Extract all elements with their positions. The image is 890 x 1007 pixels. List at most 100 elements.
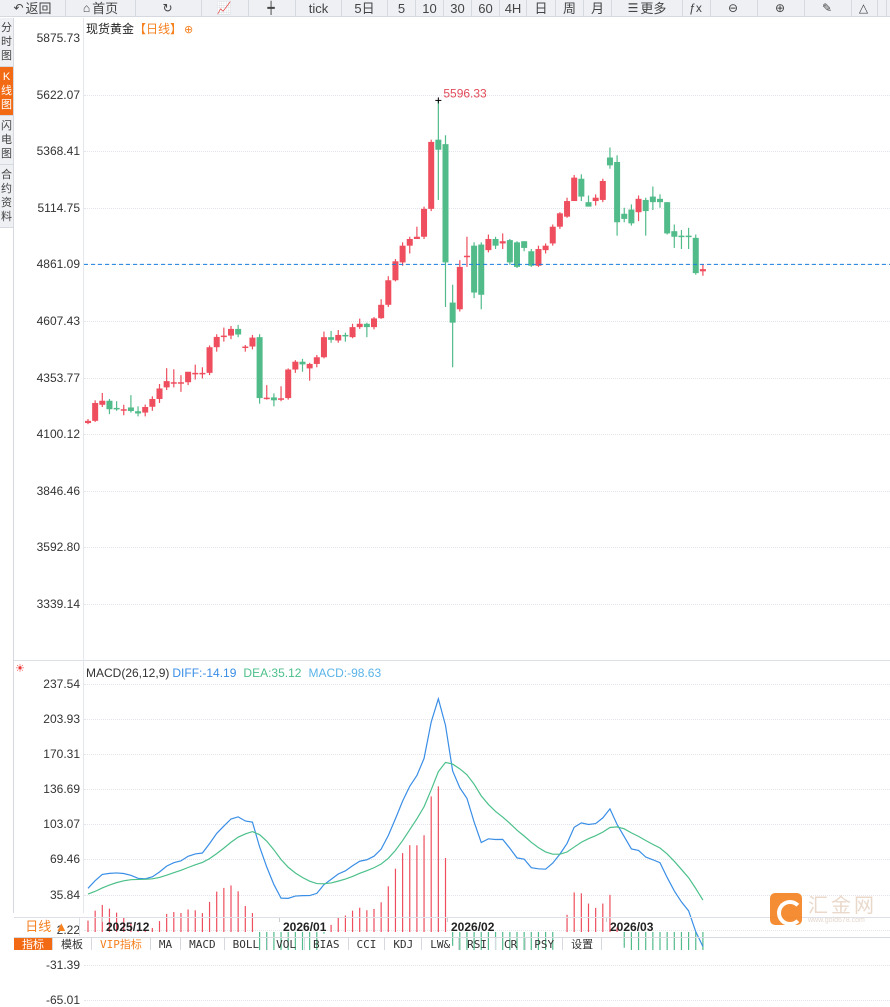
y-axis-line	[83, 18, 84, 913]
macd-gridline	[84, 964, 890, 966]
menu-icon: ☰	[627, 1, 639, 15]
indicator-tab-3[interactable]: MA	[151, 938, 182, 951]
macd-axis-label: 69.46	[49, 852, 80, 867]
indicator-settings-icon[interactable]: ☀	[15, 663, 25, 675]
period-label: 【日线】	[134, 22, 183, 36]
toolbar-button-item-13[interactable]: 周	[556, 0, 584, 17]
back-arrow-icon: ↶	[13, 1, 24, 15]
macd-header: MACD(26,12,9) DIFF:-14.19 DEA:35.12 MACD:-9…	[86, 666, 381, 680]
instrument-name: 现货黄金	[86, 22, 135, 36]
indicator-tab-7[interactable]: BIAS	[305, 938, 349, 951]
add-indicator-icon[interactable]: ⊕	[184, 24, 194, 36]
svg-text:5596.33: 5596.33	[443, 86, 487, 100]
price-axis-label: 3592.80	[36, 540, 80, 555]
toolbar-button-item-0[interactable]: ↶ 返回	[0, 0, 66, 17]
toolbar-button-item-10[interactable]: 60	[472, 0, 500, 17]
toolbar-button-item-1[interactable]: ⌂ 首页	[66, 0, 136, 17]
price-axis-label: 4607.43	[36, 314, 80, 328]
toolbar-label: 5日	[354, 1, 375, 16]
zoom-out-icon: ⊖	[727, 1, 739, 15]
x-axis-tick	[447, 918, 448, 922]
toolbar-button-candlestick[interactable]: ┿	[249, 0, 296, 17]
toolbar-button-item-12[interactable]: 日	[527, 0, 556, 17]
indicator-tab-11[interactable]: RSI	[459, 938, 496, 951]
toolbar-button-item-9[interactable]: 30	[444, 0, 472, 17]
pane-separator[interactable]	[14, 660, 890, 661]
indicator-tab-14[interactable]: 设置	[563, 938, 603, 951]
side-tab-0[interactable]: 分时图	[0, 18, 13, 67]
macd-axis-label: 136.69	[43, 782, 80, 797]
macd-hist-value: MACD:-98.63	[308, 666, 382, 680]
toolbar-button-pen[interactable]: ✎	[805, 0, 852, 17]
indicator-tab-0[interactable]: 指标	[14, 938, 53, 951]
macd-axis-label: -31.39	[45, 957, 80, 972]
left-border	[13, 18, 14, 913]
triangle-icon: △	[858, 1, 869, 15]
macd-axis-label: -65.01	[45, 992, 80, 1007]
toolbar-button-item-14[interactable]: 月	[584, 0, 612, 17]
x-axis-label: 2025/12	[106, 920, 150, 934]
indicator-bar: 指标 模板 VIP指标 MA MACD BOLL VOL BIAS CCI KDJ LW& RSI CR…	[14, 937, 890, 951]
indicator-tab-13[interactable]: PSY	[526, 938, 564, 951]
side-tab-2[interactable]: 闪电图	[0, 116, 13, 165]
macd-axis-label: 2.22	[56, 922, 80, 937]
toolbar-button-item-5[interactable]: tick	[296, 0, 342, 17]
toolbar-button-more[interactable]	[878, 0, 887, 17]
toolbar-button-item-6[interactable]: 5日	[342, 0, 388, 17]
price-axis-label: 5368.41	[36, 144, 80, 159]
toolbar-label: 10	[422, 1, 437, 16]
chart-title: 现货黄金【日线】 ⊕	[86, 20, 193, 37]
toolbar-button-item-7[interactable]: 5	[388, 0, 416, 17]
period-selector-button[interactable]: 日线 ▲	[14, 918, 80, 936]
toolbar-label: 月	[590, 1, 604, 16]
macd-axis-label: 35.84	[49, 887, 80, 902]
toolbar-button-item-8[interactable]: 10	[416, 0, 444, 17]
toolbar-button-item-15[interactable]: ☰ 更多	[612, 0, 683, 17]
indicator-tab-5[interactable]: BOLL	[225, 938, 269, 951]
x-axis-label: 2026/03	[610, 920, 654, 934]
macd-gridline	[84, 754, 890, 756]
price-gridline	[84, 94, 890, 96]
indicator-tab-4[interactable]: MACD	[181, 938, 225, 951]
macd-gridline	[84, 929, 890, 931]
price-gridline	[84, 434, 890, 436]
indicator-tab-10[interactable]: LW&	[422, 938, 460, 951]
toolbar-button-item-11[interactable]: 4H	[500, 0, 527, 17]
toolbar-button-refresh[interactable]: ↻	[136, 0, 202, 17]
toolbar-button-zoom-out[interactable]: ⊖	[711, 0, 758, 17]
indicator-tab-1[interactable]: 模板	[53, 938, 92, 951]
macd-name: MACD(26,12,9)	[86, 666, 170, 680]
chart-canvas[interactable]: 5596.33	[0, 0, 890, 950]
indicator-tab-12[interactable]: CR	[496, 938, 527, 951]
price-gridline	[84, 207, 890, 209]
toolbar-button-line-chart[interactable]: 📈	[202, 0, 249, 17]
pen-icon: ✎	[821, 1, 833, 15]
toolbar-label: 60	[478, 1, 493, 16]
price-gridline	[84, 547, 890, 549]
indicator-tab-2[interactable]: VIP指标	[92, 938, 151, 951]
price-axis-label: 5875.73	[36, 31, 80, 45]
macd-gridline	[84, 719, 890, 721]
macd-gridline	[84, 999, 890, 1001]
indicator-tab-6[interactable]: VOL	[268, 938, 305, 951]
line-chart-icon: 📈	[216, 1, 232, 15]
side-tab-3[interactable]: 合约资料	[0, 165, 13, 228]
toolbar-button-formula[interactable]: ƒx	[683, 0, 711, 17]
indicator-tab-8[interactable]: CCI	[349, 938, 386, 951]
toolbar-label: 更多	[640, 1, 667, 16]
toolbar-label: 5	[397, 1, 406, 16]
indicator-tab-9[interactable]: KDJ	[385, 938, 423, 951]
macd-axis-label: 103.07	[43, 817, 80, 832]
price-gridline	[84, 151, 890, 153]
toolbar-button-triangle[interactable]: △	[852, 0, 878, 17]
price-axis-label: 4861.09	[36, 257, 80, 272]
toolbar-button-zoom-in[interactable]: ⊕	[758, 0, 805, 17]
price-gridline	[84, 604, 890, 605]
candlestick-icon: ┿	[267, 1, 275, 15]
x-axis: 日线 ▲ 2025/12 2026/01 2026/02 2026/03	[14, 917, 890, 936]
toolbar-label: 首页	[92, 1, 119, 16]
x-axis-tick	[102, 918, 103, 922]
macd-diff-value: DIFF:-14.19	[172, 666, 237, 680]
macd-axis-label: 170.31	[43, 747, 80, 762]
